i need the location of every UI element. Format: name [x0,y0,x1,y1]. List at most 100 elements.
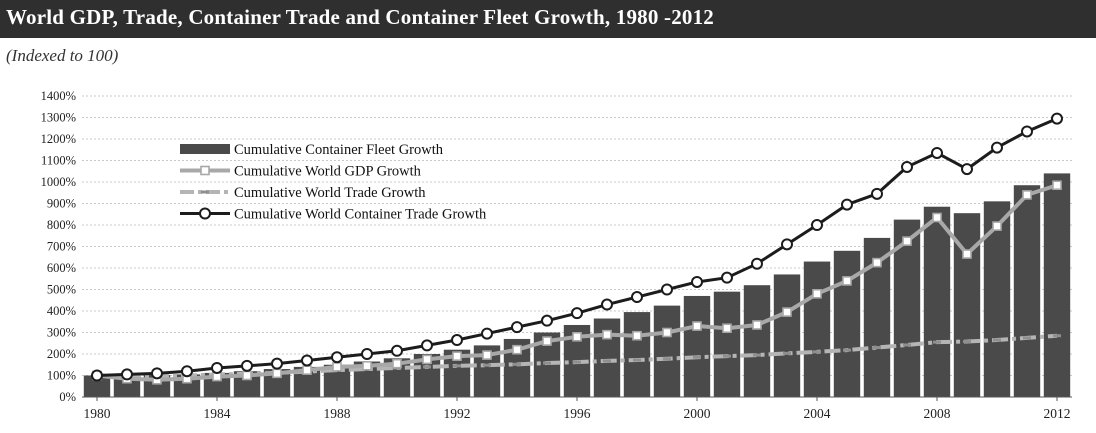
x-axis-ticks: 1980 1984 1988 1992 1996 2000 2004 2008 2012 [84,397,1071,421]
legend-label: Cumulative Container Fleet Growth [234,142,444,158]
data-point [391,344,403,357]
data-point [691,275,703,288]
data-point [1052,180,1062,191]
data-point [902,236,912,246]
data-point [452,351,462,361]
chart-title: World GDP, Trade, Container Trade and Co… [6,5,714,29]
data-point [932,212,942,223]
data-point [302,365,312,375]
x-tick-label: 1996 [564,406,591,421]
x-tick-label: 1984 [204,406,231,421]
legend: Cumulative Container Fleet Growth Cumulat… [180,142,487,223]
y-tick-label: 200% [47,347,76,361]
fleet-bar [803,261,831,397]
data-point [541,314,553,327]
y-tick-label: 300% [47,326,76,340]
data-point [451,334,463,347]
y-axis-ticks: 0% 100% 200% 300% 400% 500% 600% 700% 800% 900% 10… [41,89,76,404]
data-point [661,283,673,296]
y-tick-label: 100% [47,369,76,383]
data-point [1051,112,1063,125]
x-tick-label: 2000 [684,406,711,421]
data-point [511,321,523,334]
data-point [1022,190,1032,200]
fleet-bar [653,305,681,397]
data-point [481,327,493,340]
legend-label: Cumulative World Trade Growth [234,185,426,201]
data-point [781,238,793,251]
data-point [91,369,103,382]
data-point [211,361,223,374]
data-point [301,354,313,367]
data-point [901,160,913,173]
fleet-bar [923,206,951,397]
data-point [482,350,492,360]
data-point [572,331,582,342]
legend-marker [200,165,210,176]
data-point [242,370,252,381]
data-point [361,348,373,360]
data-point [872,257,882,268]
data-point [601,298,613,311]
y-tick-label: 1200% [41,132,76,146]
y-tick-label: 1300% [41,111,76,125]
data-point [332,362,342,372]
data-point [331,351,343,364]
data-point [991,141,1003,154]
fleet-bar [743,285,771,397]
data-point [121,368,133,381]
data-point [512,344,522,355]
data-point [542,336,552,346]
data-point [962,249,972,259]
fleet-bar [623,312,651,397]
y-tick-label: 1100% [41,154,76,168]
legend-label: Cumulative World Container Trade Growth [234,207,487,223]
series-lines [91,112,1063,385]
data-point [992,221,1002,231]
y-tick-label: 600% [47,261,76,275]
data-point [782,307,792,317]
title-bar: World GDP, Trade, Container Trade and Co… [0,0,1096,38]
data-point [1021,125,1033,138]
legend-swatch [180,144,230,154]
y-tick-label: 900% [47,197,76,211]
data-point [752,320,762,330]
data-point [362,361,372,371]
data-point [632,330,642,341]
data-point [721,271,733,284]
legend-marker [199,207,211,220]
fleet-bar [833,250,861,397]
data-point [811,219,823,231]
data-point [571,307,583,320]
y-tick-label: 1000% [41,175,76,189]
y-tick-label: 1400% [41,89,76,103]
data-point [722,323,732,334]
data-point [961,163,973,176]
data-point [871,187,883,200]
x-tick-label: 1980 [84,406,111,421]
data-point [631,291,643,304]
y-tick-label: 400% [47,304,76,318]
fleet-bar [1013,185,1041,397]
x-tick-label: 1988 [324,406,351,421]
data-point [271,357,283,370]
fleet-bar [713,291,741,397]
y-tick-label: 0% [59,390,76,404]
data-point [931,146,943,159]
data-point [602,329,612,340]
x-tick-label: 1992 [444,406,471,421]
data-point [392,358,402,369]
data-point [841,198,853,211]
fleet-bar [83,375,111,397]
x-tick-label: 2004 [804,406,831,421]
y-tick-label: 500% [47,283,76,297]
data-point [812,288,822,299]
data-point [751,257,763,270]
y-tick-label: 700% [47,240,76,254]
data-point [692,321,702,331]
fleet-bar [1043,173,1071,397]
y-tick-label: 800% [47,218,76,232]
data-point [422,354,432,365]
data-point [842,276,852,286]
